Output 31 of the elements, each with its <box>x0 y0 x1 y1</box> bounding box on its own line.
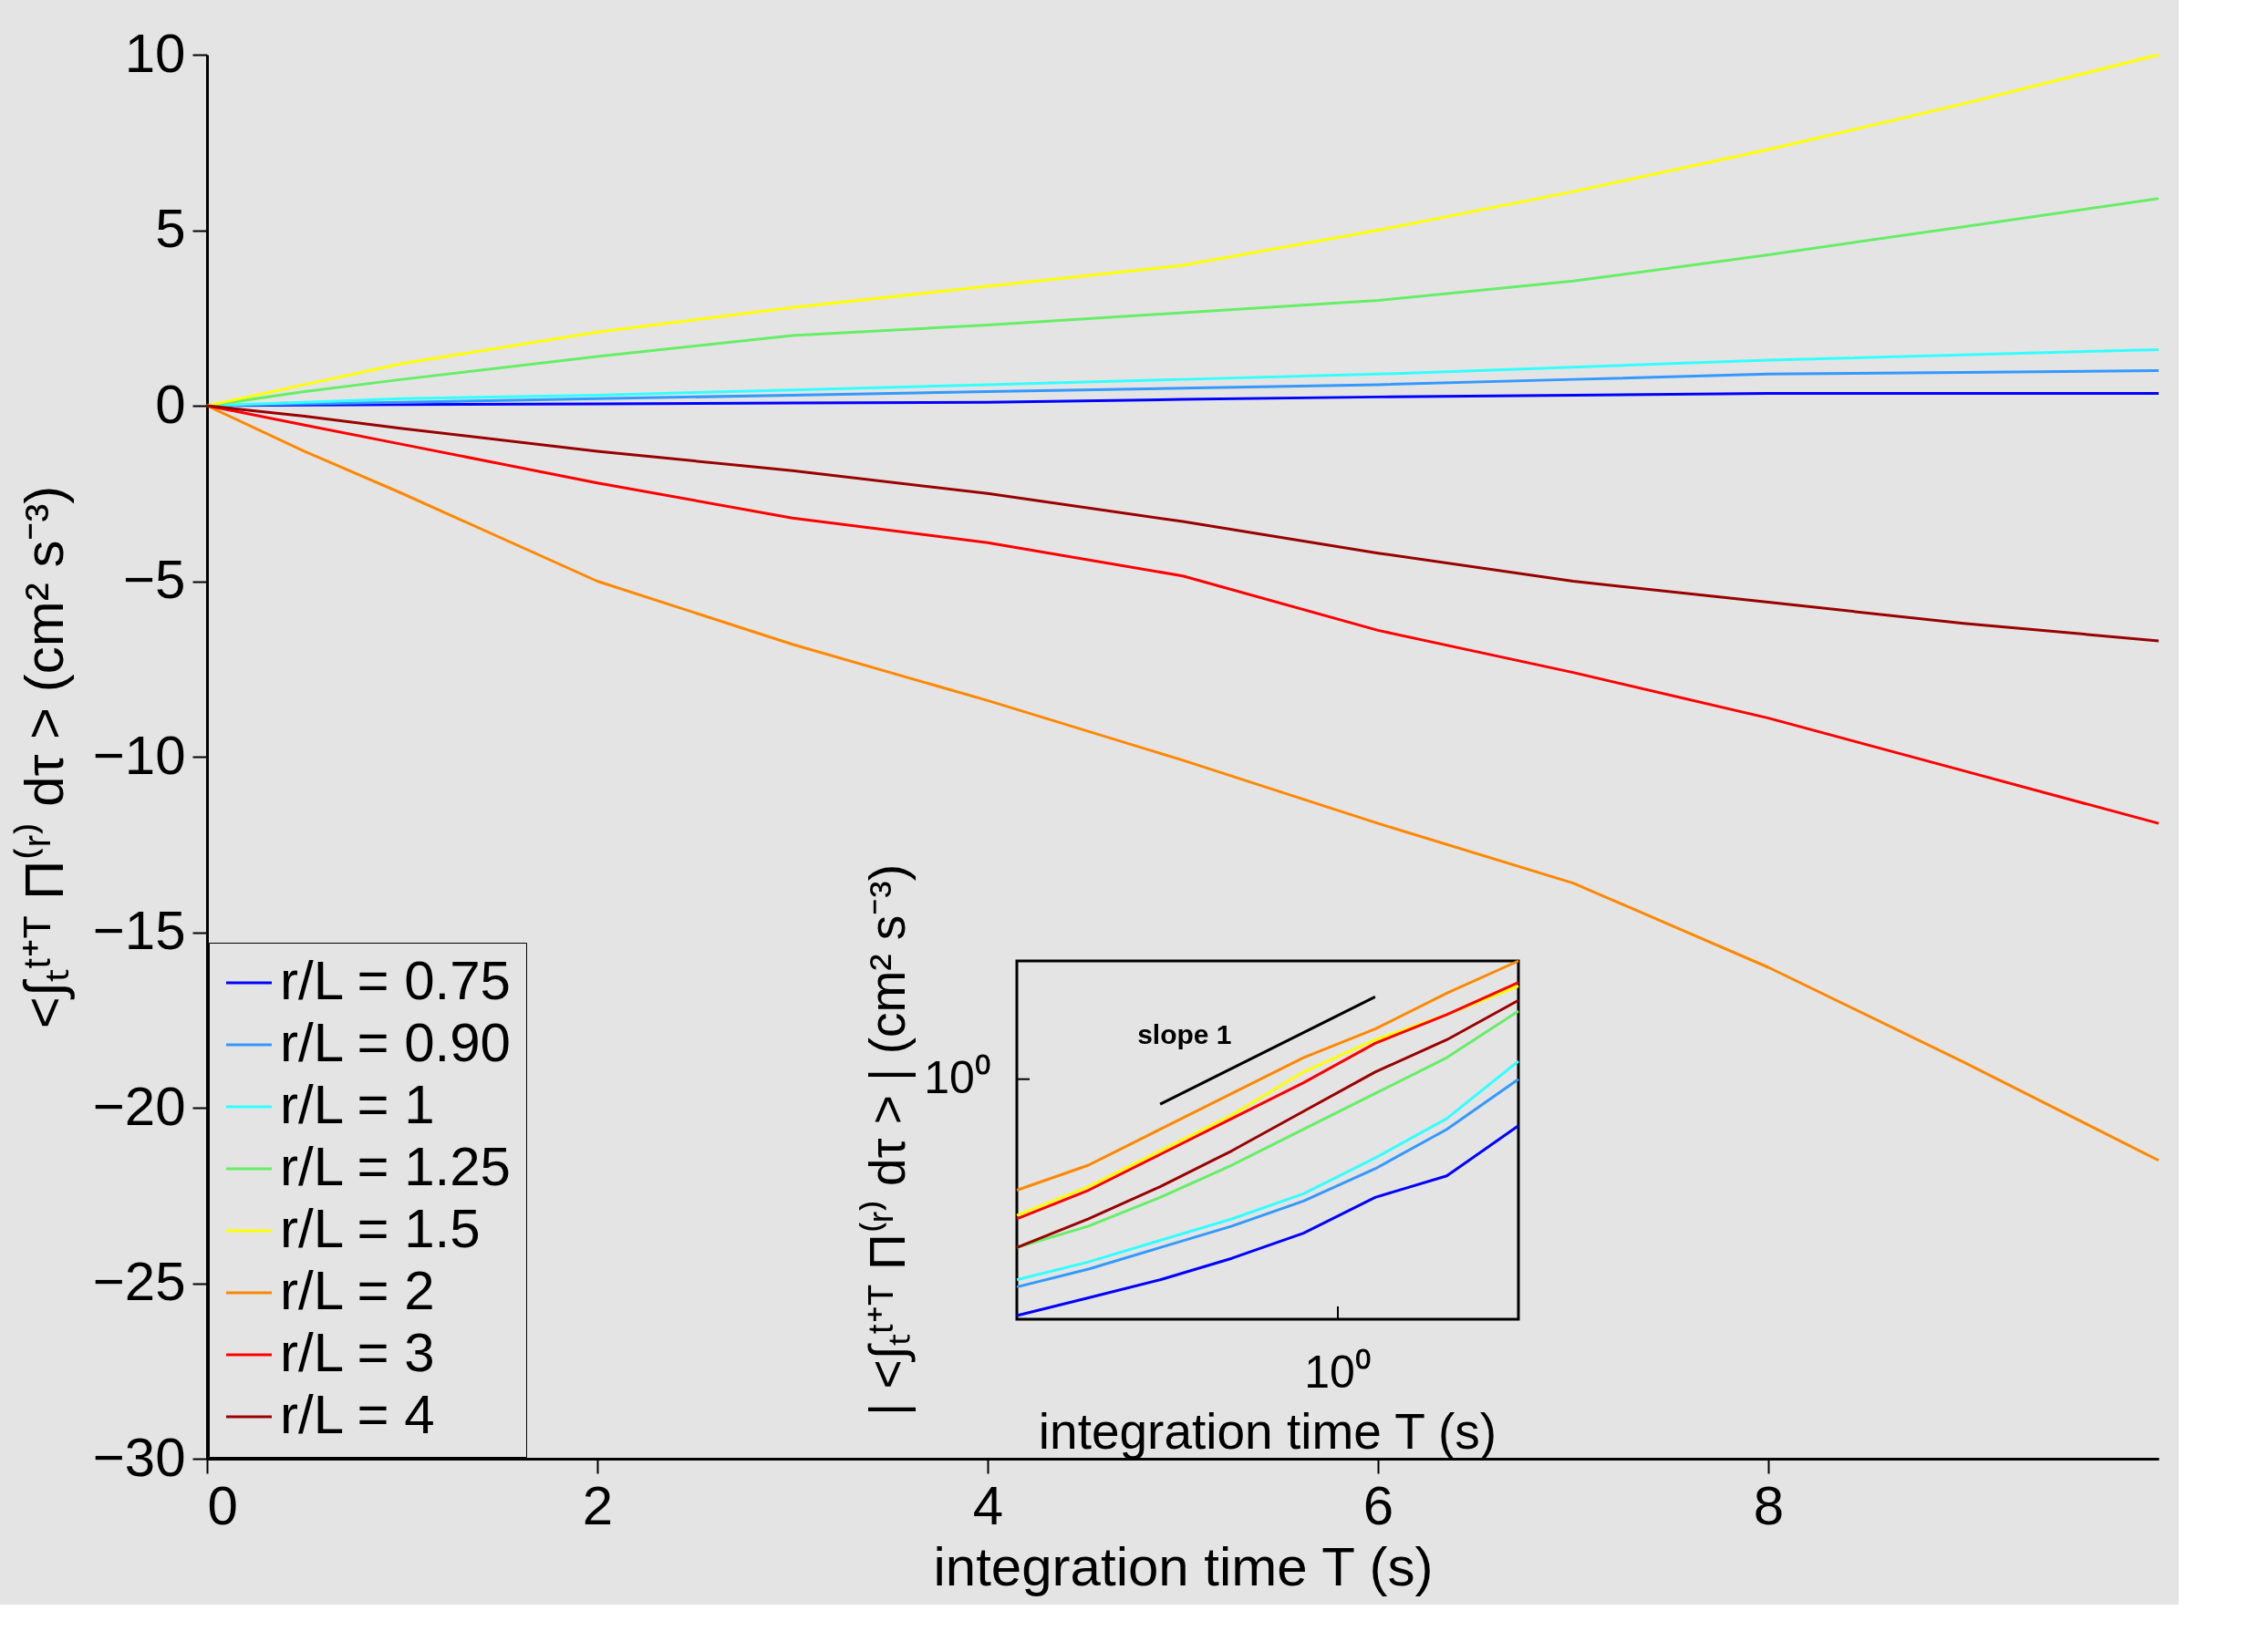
x-tick-label: 6 <box>1362 1474 1394 1536</box>
y-tick-label: −20 <box>92 1075 186 1137</box>
legend-label: r/L = 4 <box>280 1384 435 1445</box>
y-axis-title: <∫ₜᵗ⁺ᵀ Π⁽ʳ⁾ dτ > (cm² s⁻³) <box>12 485 75 1029</box>
legend-label: r/L = 1.25 <box>280 1136 511 1197</box>
legend-label: r/L = 2 <box>280 1260 435 1321</box>
annotation: 10⁰ <box>1304 1347 1372 1398</box>
legend-label: r/L = 3 <box>280 1322 435 1383</box>
x-tick-label: 0 <box>207 1474 238 1536</box>
y-tick-label: 5 <box>155 198 186 259</box>
legend-label: r/L = 1.5 <box>280 1198 481 1259</box>
y-tick-label: 10 <box>124 22 186 84</box>
line-series <box>205 404 2160 643</box>
y-tick-label: −5 <box>123 549 186 610</box>
annotation: 10⁰ <box>924 1051 991 1103</box>
line-series <box>205 53 2160 408</box>
y-tick-label: −25 <box>92 1251 186 1312</box>
y-tick-label: −30 <box>92 1426 186 1488</box>
y-tick-label: −15 <box>92 900 186 961</box>
y-tick-label: −10 <box>92 724 186 786</box>
x-tick-label: 2 <box>582 1474 614 1536</box>
legend-label: r/L = 0.75 <box>280 950 511 1011</box>
y-axis-title: | <∫ₜᵗ⁺ᵀ Π⁽ʳ⁾ dτ > | (cm² s⁻³) <box>859 863 916 1417</box>
x-tick-label: 4 <box>972 1474 1004 1536</box>
legend-label: r/L = 0.90 <box>280 1012 511 1073</box>
series-label: slope 1 <box>1137 1019 1232 1050</box>
x-axis-title: integration time T (s) <box>933 1535 1434 1597</box>
x-tick-label: 8 <box>1753 1474 1785 1536</box>
y-tick-label: 0 <box>155 373 186 435</box>
x-axis-title: integration time T (s) <box>1038 1403 1497 1460</box>
legend-label: r/L = 1 <box>280 1074 435 1135</box>
